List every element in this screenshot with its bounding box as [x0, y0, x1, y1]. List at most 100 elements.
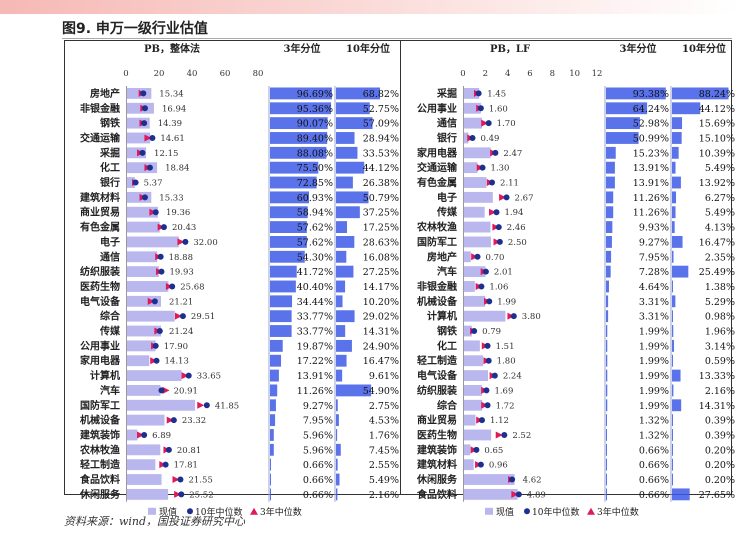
pct10-label-0-3: 28.94% — [363, 133, 399, 144]
pct3-label-0-6: 72.85% — [297, 178, 333, 189]
x-tick-label-0-0: 0 — [123, 69, 128, 79]
current-value-bar-1-8 — [464, 206, 485, 218]
pct10-bar-0-11 — [336, 250, 347, 263]
pct3-label-1-11: 7.95% — [639, 252, 669, 263]
legend-current-label-0: 现值 — [159, 506, 177, 518]
pct10-bar-1-5 — [672, 161, 676, 174]
value-label-0-0: 15.34 — [159, 89, 183, 99]
median-10y-marker-0-1 — [141, 105, 148, 112]
category-label-1-4: 家用电器 — [417, 146, 458, 159]
pct3-bar-1-0 — [606, 87, 666, 100]
pct3-label-1-22: 1.32% — [639, 416, 669, 427]
current-value-bar-1-20 — [464, 385, 482, 396]
median-10y-marker-1-12 — [482, 268, 489, 275]
pct3-bar-0-22 — [270, 414, 276, 427]
median-10y-marker-1-5 — [479, 164, 486, 171]
pct10-label-0-8: 37.25% — [363, 208, 399, 219]
category-label-1-25: 建筑材料 — [416, 458, 457, 471]
pct3-bar-1-15 — [606, 310, 609, 323]
value-label-0-18: 14.13 — [165, 357, 189, 367]
pct3-label-0-2: 90.07% — [297, 119, 333, 130]
pct10-label-0-5: 44.12% — [363, 163, 399, 174]
pct10-header-1: 10年分位 — [682, 42, 726, 55]
pct3-label-1-27: 0.66% — [639, 490, 669, 501]
median-10y-marker-1-24 — [473, 446, 480, 453]
category-label-0-4: 采掘 — [99, 146, 120, 159]
pct10-bar-1-8 — [672, 206, 676, 219]
median-10y-marker-1-21 — [484, 402, 491, 409]
value-label-0-21: 41.85 — [215, 401, 239, 411]
title-rule — [62, 38, 732, 39]
pct10-label-1-3: 15.10% — [699, 133, 735, 144]
current-value-bar-0-6 — [127, 177, 135, 188]
pct10-label-1-18: 0.59% — [705, 356, 735, 367]
category-label-1-7: 电子 — [437, 191, 457, 204]
legend-median10-label-0: 10年中位数 — [195, 506, 242, 518]
pct10-bar-0-23 — [336, 429, 338, 441]
category-label-1-20: 纺织服装 — [417, 384, 457, 397]
pct10-label-1-25: 0.20% — [705, 460, 735, 471]
pct10-bar-1-24 — [672, 443, 673, 456]
pct3-bar-0-4 — [270, 146, 327, 159]
pct10-label-0-0: 68.82% — [363, 89, 399, 100]
pct10-label-0-19: 9.61% — [369, 371, 399, 382]
pct10-label-1-10: 16.47% — [699, 237, 735, 248]
value-label-1-6: 2.11 — [500, 179, 519, 189]
value-label-1-5: 1.30 — [491, 164, 510, 174]
pct3-bar-0-0 — [270, 87, 332, 100]
median-10y-marker-0-9 — [160, 224, 167, 231]
pct10-label-1-14: 5.29% — [705, 297, 735, 308]
value-label-0-27: 25.52 — [189, 490, 213, 500]
category-label-1-24: 建筑装饰 — [416, 443, 457, 456]
median-3y-marker-0-27 — [174, 490, 182, 498]
value-label-1-17: 1.51 — [496, 342, 515, 352]
category-label-1-13: 非银金融 — [417, 280, 457, 293]
pct3-bar-1-16 — [606, 325, 608, 337]
category-label-1-0: 采掘 — [436, 87, 457, 100]
category-label-1-19: 电气设备 — [417, 369, 458, 382]
pct3-label-1-26: 0.66% — [639, 475, 669, 486]
x-tick-label-0-1: 20 — [154, 69, 165, 79]
pct3-label-0-5: 75.50% — [297, 163, 333, 174]
pct10-bar-1-10 — [672, 236, 683, 248]
x-tick-label-0-4: 80 — [253, 69, 264, 79]
pct10-label-1-22: 0.39% — [705, 416, 735, 427]
pct10-bar-1-13 — [672, 280, 673, 293]
legend-median3-swatch-1 — [587, 507, 595, 515]
pct10-bar-0-9 — [336, 221, 348, 233]
current-value-bar-0-26 — [127, 474, 162, 485]
current-value-bar-1-14 — [464, 295, 486, 307]
panel-title-1: PB，LF — [490, 44, 530, 55]
median-10y-marker-1-15 — [510, 313, 517, 320]
current-value-bar-0-15 — [127, 310, 175, 322]
median-10y-marker-0-15 — [179, 313, 186, 320]
pct3-bar-1-3 — [606, 132, 639, 144]
pct10-label-1-17: 3.14% — [705, 341, 735, 352]
pct10-label-1-16: 1.96% — [705, 327, 735, 338]
pct10-label-1-2: 15.69% — [699, 119, 735, 130]
category-label-1-16: 钢铁 — [437, 325, 457, 338]
pct3-label-0-22: 7.95% — [303, 416, 333, 427]
current-value-bar-1-22 — [464, 414, 476, 426]
panel-title-0: PB，整体法 — [144, 42, 200, 55]
pct10-label-1-24: 0.20% — [705, 445, 735, 456]
category-label-0-8: 商业贸易 — [80, 206, 120, 219]
pct3-label-0-12: 41.72% — [297, 267, 333, 278]
median-10y-marker-1-19 — [491, 372, 498, 379]
pct3-bar-1-20 — [606, 384, 608, 397]
pct3-label-1-14: 3.31% — [639, 297, 669, 308]
pct10-label-0-11: 16.08% — [363, 252, 399, 263]
pct3-label-0-23: 5.96% — [303, 430, 333, 441]
median-10y-marker-1-10 — [496, 238, 503, 245]
pct10-label-1-20: 2.16% — [705, 386, 735, 397]
pct10-label-1-26: 0.20% — [705, 475, 735, 486]
median-10y-marker-0-26 — [177, 476, 184, 483]
pct3-bar-0-27 — [270, 488, 271, 501]
pct3-bar-1-26 — [606, 473, 607, 486]
pct3-bar-1-13 — [606, 280, 609, 293]
pct3-label-0-9: 57.62% — [297, 223, 333, 234]
pct10-bar-0-13 — [336, 280, 346, 293]
category-label-1-11: 房地产 — [427, 250, 457, 263]
current-value-bar-0-2 — [127, 117, 150, 129]
category-label-0-7: 建筑材料 — [79, 191, 120, 204]
